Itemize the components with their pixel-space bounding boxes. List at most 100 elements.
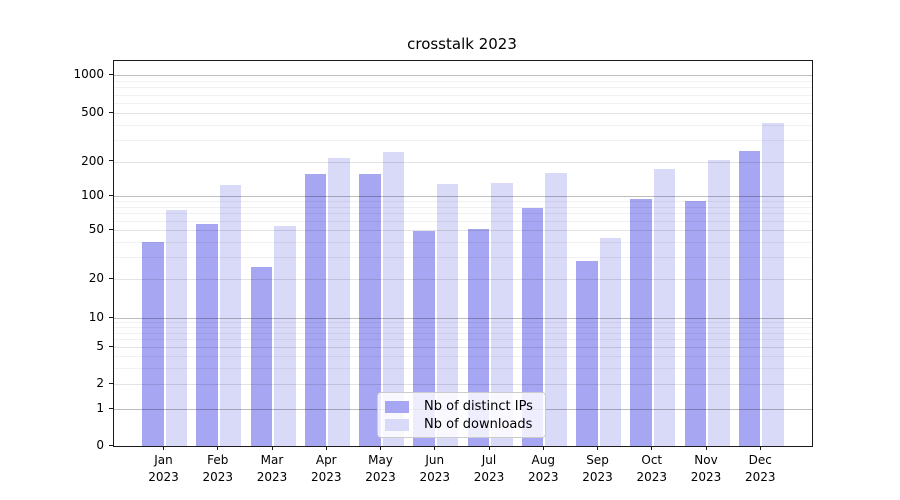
- x-tick-month: May: [368, 453, 393, 467]
- gridline-9: [114, 322, 812, 324]
- bar-distinct-ips-mar: [250, 267, 272, 446]
- gridline-60: [114, 221, 812, 223]
- x-tick-label-oct: Oct 2023: [620, 452, 684, 485]
- gridline-20: [114, 279, 812, 280]
- gridline-8: [114, 327, 812, 329]
- x-tick-mark-jan: [163, 445, 164, 450]
- gridline-2: [114, 384, 812, 385]
- y-tick-label-1: 1: [96, 401, 104, 415]
- legend-item-downloads: Nb of downloads: [385, 416, 545, 434]
- x-tick-year: 2023: [744, 469, 776, 484]
- x-tick-label-jan: Jan 2023: [132, 452, 196, 485]
- gridline-6: [114, 339, 812, 341]
- bar-distinct-ips-aug: [521, 208, 544, 446]
- bar-downloads-dec: [762, 122, 784, 446]
- x-tick-label-aug: Aug 2023: [511, 452, 575, 485]
- x-tick-mark-dec: [759, 445, 761, 450]
- y-tick-mark-50: [108, 228, 113, 230]
- legend-swatch-distinct-ips: [385, 401, 409, 413]
- gridline-50: [114, 230, 812, 231]
- bar-downloads-sep: [599, 238, 621, 446]
- x-tick-label-mar: Mar 2023: [240, 452, 304, 485]
- bar-downloads-apr: [328, 157, 350, 446]
- bar-downloads-jul: [491, 182, 513, 446]
- gridline-3: [114, 367, 812, 369]
- x-tick-label-sep: Sep 2023: [566, 452, 630, 485]
- x-tick-mark-mar: [271, 445, 273, 450]
- gridline-500: [114, 113, 812, 114]
- x-tick-month: Feb: [207, 453, 229, 467]
- gridline-300: [114, 140, 812, 142]
- x-tick-year: 2023: [256, 469, 288, 484]
- y-tick-mark-500: [108, 111, 113, 113]
- x-tick-label-apr: Apr 2023: [294, 452, 358, 485]
- bar-distinct-ips-jan: [142, 241, 164, 446]
- bar-downloads-jan: [165, 210, 187, 446]
- x-tick-mark-aug: [542, 445, 544, 450]
- y-tick-mark-0: [108, 444, 113, 446]
- y-tick-label-10: 10: [88, 310, 104, 324]
- x-tick-label-may: May 2023: [349, 452, 413, 485]
- x-tick-mark-jul: [488, 445, 490, 450]
- x-tick-year: 2023: [690, 469, 722, 484]
- bar-downloads-jun: [436, 183, 459, 446]
- y-tick-mark-1: [108, 407, 113, 409]
- bar-downloads-nov: [708, 160, 730, 446]
- x-tick-month: Nov: [694, 453, 718, 467]
- y-tick-label-20: 20: [88, 271, 104, 285]
- gridline-700: [114, 94, 812, 96]
- gridline-80: [114, 206, 812, 208]
- x-tick-month: Sep: [586, 453, 609, 467]
- x-tick-mark-jun: [434, 445, 436, 450]
- x-tick-year: 2023: [310, 469, 342, 484]
- bar-distinct-ips-oct: [630, 198, 652, 446]
- x-tick-month: Jun: [425, 453, 445, 467]
- x-tick-mark-apr: [325, 445, 327, 450]
- gridline-400: [114, 124, 812, 126]
- bar-distinct-ips-sep: [576, 261, 598, 446]
- y-tick-label-1000: 1000: [73, 67, 104, 81]
- x-tick-mark-feb: [217, 445, 219, 450]
- legend-label-downloads: Nb of downloads: [424, 417, 533, 432]
- bar-downloads-mar: [274, 226, 296, 446]
- chart-title: crosstalk 2023: [407, 35, 517, 53]
- legend-item-distinct-ips: Nb of distinct IPs: [385, 398, 545, 416]
- x-tick-month: Jan: [154, 453, 173, 467]
- y-tick-label-100: 100: [81, 188, 104, 202]
- y-tick-label-50: 50: [88, 222, 104, 236]
- gridline-1000: [114, 75, 812, 76]
- bar-distinct-ips-feb: [196, 224, 218, 446]
- gridline-90: [114, 201, 812, 203]
- gridline-600: [114, 103, 812, 104]
- x-tick-month: Mar: [260, 453, 284, 467]
- x-tick-month: Oct: [641, 453, 663, 467]
- bar-distinct-ips-may: [359, 173, 381, 446]
- gridline-10: [114, 318, 812, 319]
- gridline-800: [114, 87, 812, 89]
- bar-distinct-ips-apr: [304, 174, 327, 446]
- bar-downloads-aug: [545, 172, 567, 446]
- gridline-40: [114, 241, 812, 243]
- grid-layer: [114, 61, 812, 447]
- x-tick-year: 2023: [582, 469, 613, 484]
- x-tick-mark-sep: [597, 445, 598, 450]
- x-tick-mark-oct: [651, 445, 653, 450]
- x-tick-mark-nov: [705, 445, 707, 450]
- y-tick-mark-5: [108, 345, 113, 347]
- x-tick-mark-may: [380, 445, 381, 450]
- y-tick-label-500: 500: [81, 105, 104, 119]
- gridline-30: [114, 257, 812, 259]
- legend: Nb of distinct IPs Nb of downloads: [377, 392, 546, 438]
- bar-distinct-ips-nov: [684, 201, 706, 446]
- bar-downloads-may: [382, 151, 404, 446]
- x-tick-label-dec: Dec 2023: [728, 452, 792, 485]
- x-tick-year: 2023: [473, 469, 505, 484]
- x-tick-year: 2023: [527, 469, 559, 484]
- x-tick-year: 2023: [365, 469, 396, 484]
- y-tick-mark-10: [108, 316, 113, 318]
- x-tick-month: Dec: [748, 453, 772, 467]
- x-tick-year: 2023: [636, 469, 668, 484]
- gridline-100: [114, 196, 812, 197]
- bar-downloads-oct: [653, 169, 676, 446]
